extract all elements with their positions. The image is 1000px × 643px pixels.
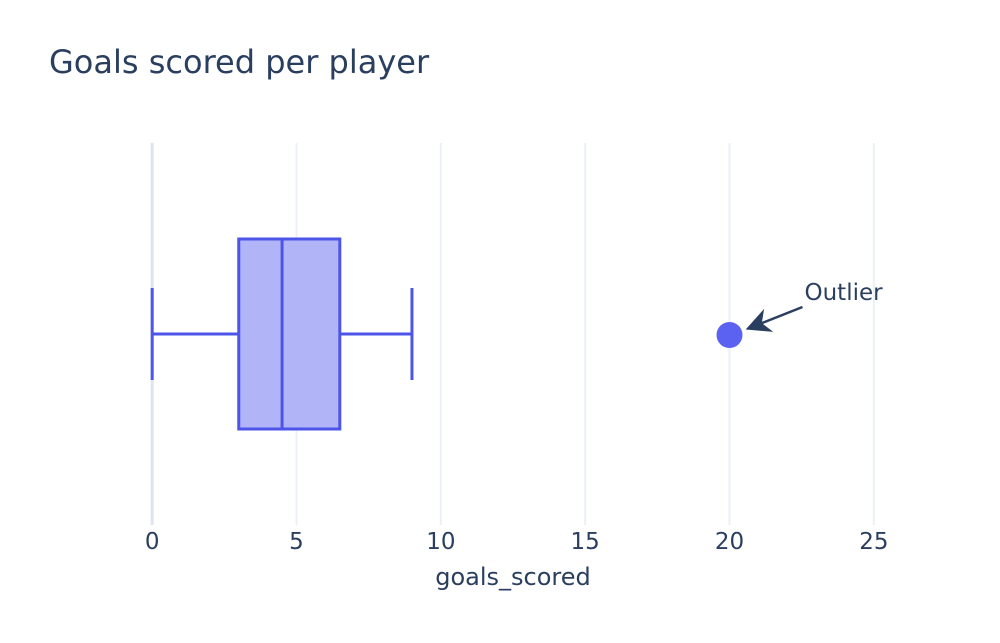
annotation-outlier-label: Outlier: [804, 280, 883, 306]
x-tick-10: 10: [426, 529, 456, 555]
chart-title: Goals scored per player: [49, 43, 430, 81]
x-tick-0: 0: [144, 529, 160, 555]
outlier-point[interactable]: [716, 322, 743, 348]
x-axis-title: goals_scored: [435, 563, 591, 591]
x-tick-5: 5: [289, 529, 304, 555]
x-tick-25: 25: [859, 529, 889, 555]
annotation-arrow: [745, 305, 803, 332]
x-tick-15: 15: [570, 529, 600, 555]
x-tick-20: 20: [714, 529, 745, 555]
box-iqr[interactable]: [237, 237, 342, 431]
